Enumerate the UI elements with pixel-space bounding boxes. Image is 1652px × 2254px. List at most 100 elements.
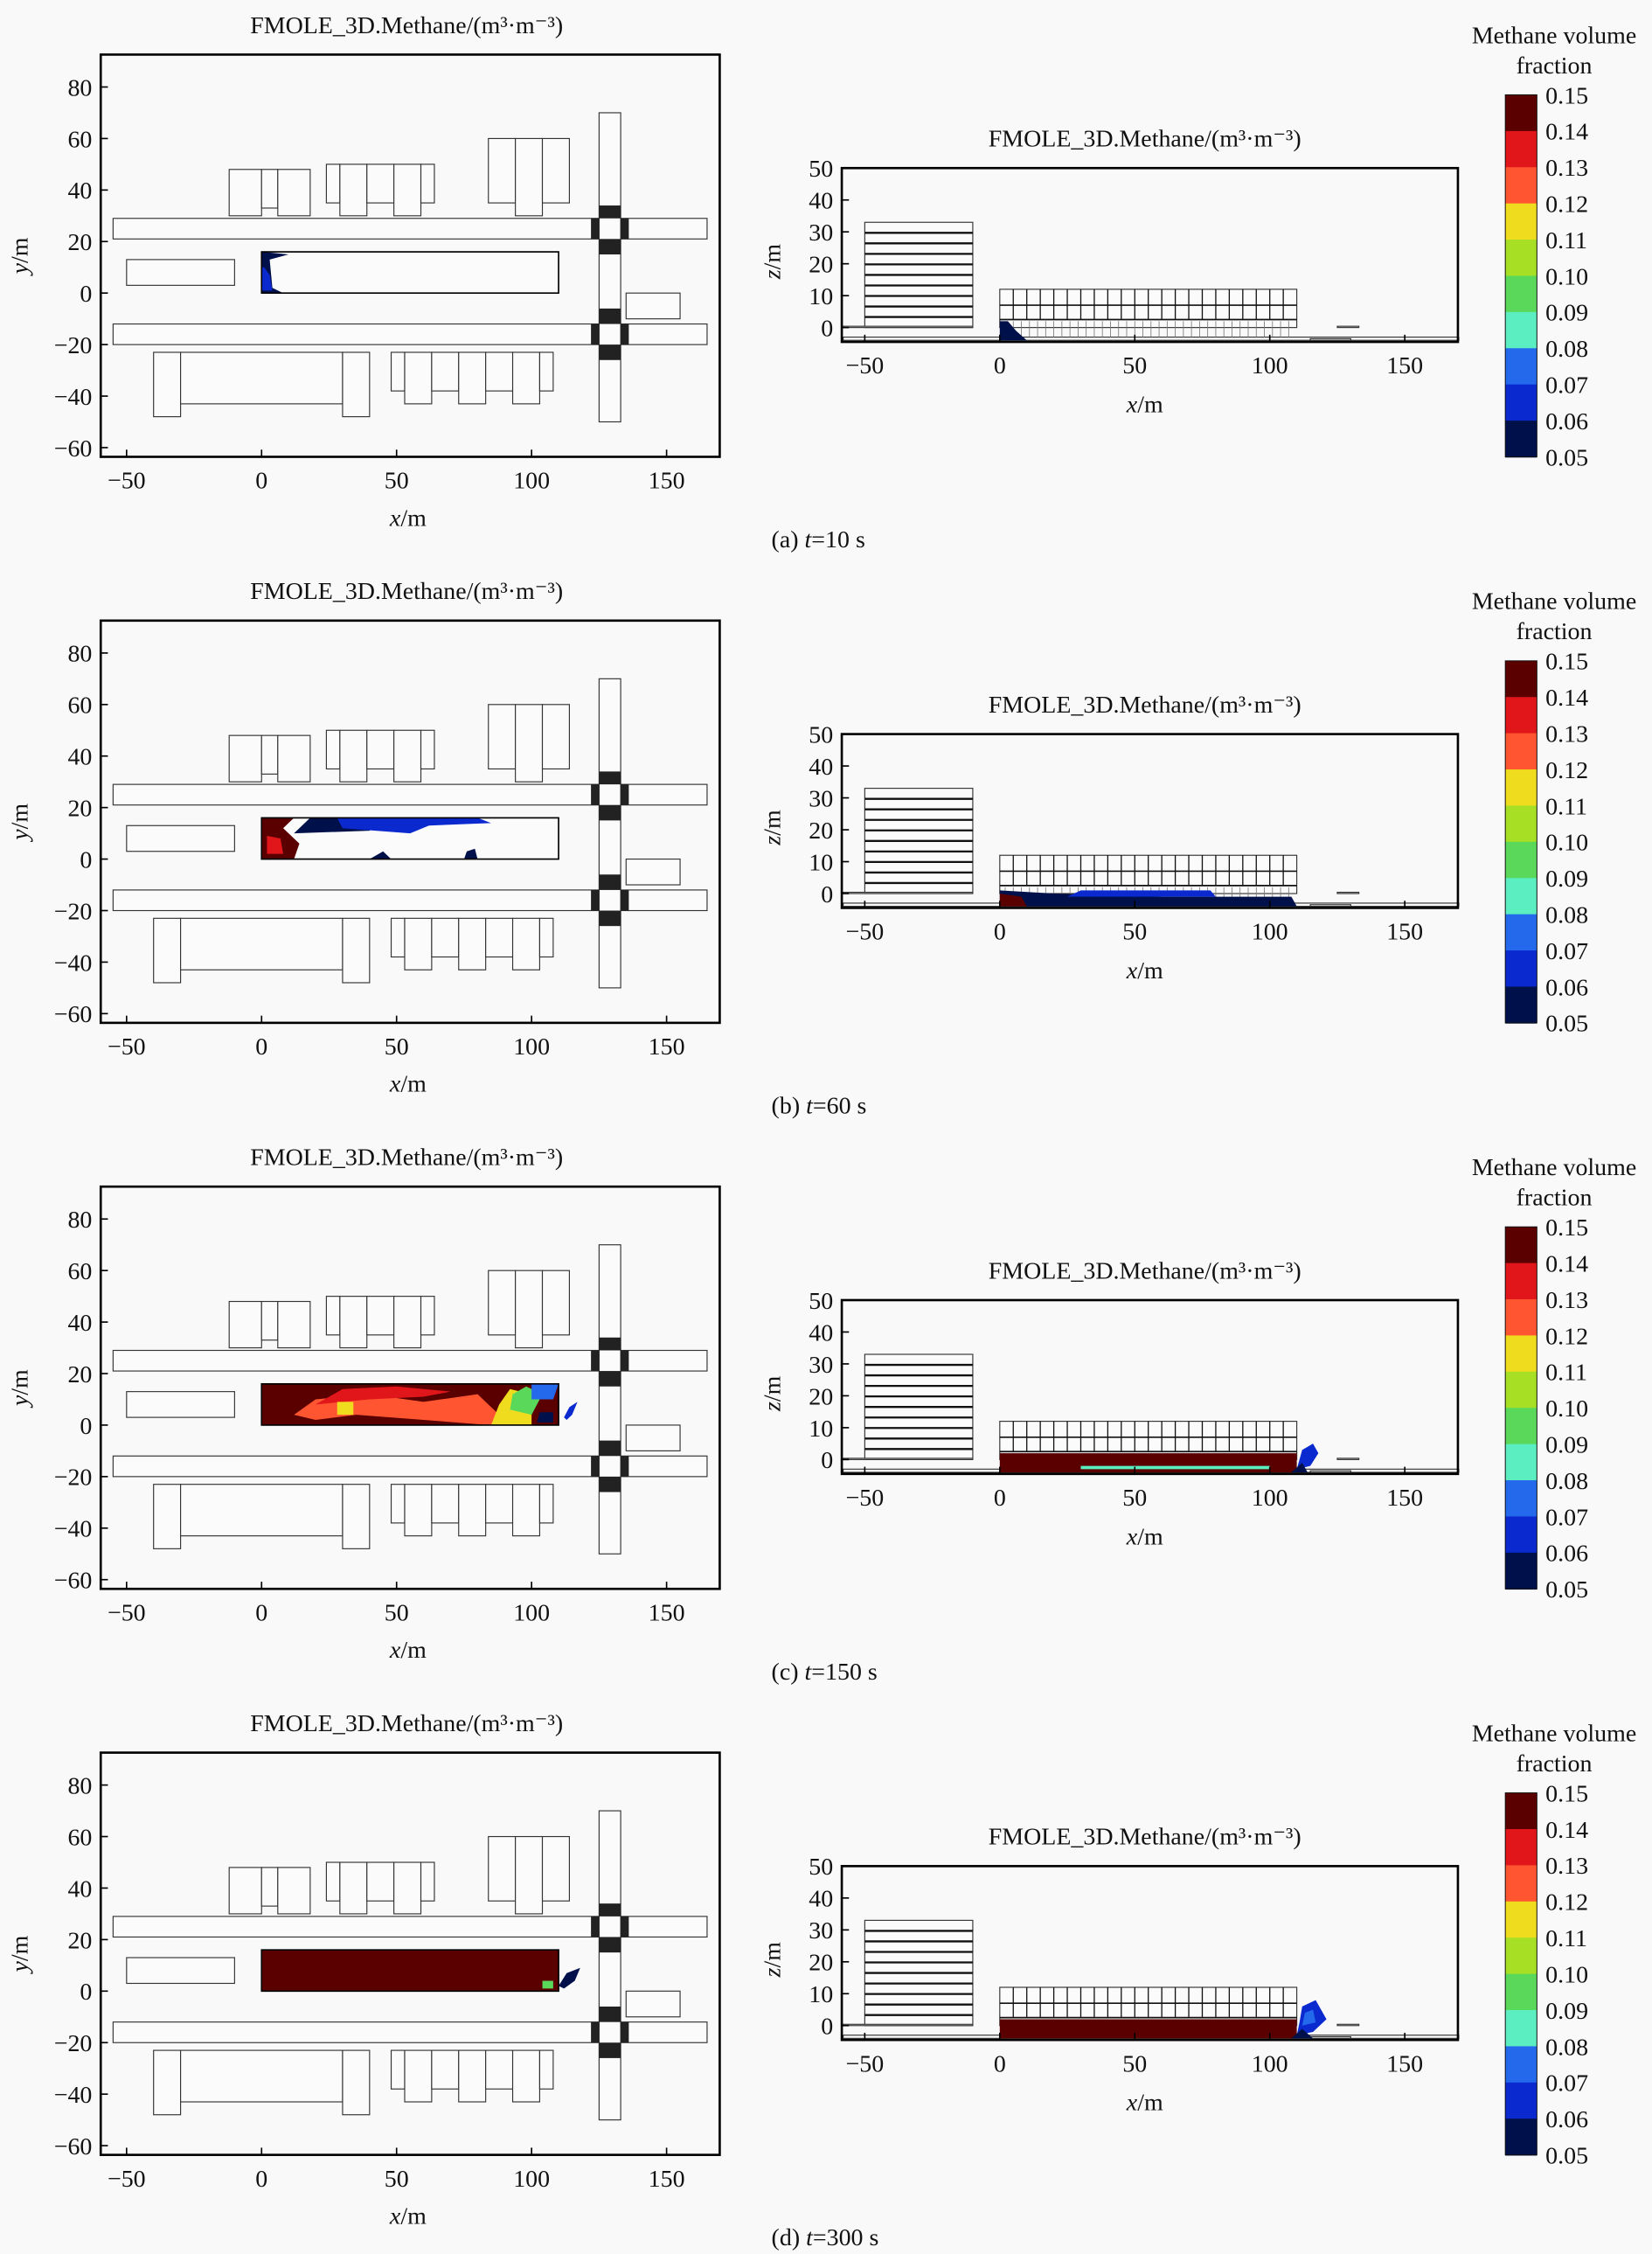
- y-unit: /m: [6, 1369, 33, 1395]
- x-tick-label: 50: [385, 1033, 409, 1061]
- x-tick-label: −50: [108, 1599, 146, 1626]
- plan-building: [404, 351, 433, 405]
- plan-view-plot: [112, 1244, 708, 1555]
- z-var: z: [759, 1967, 786, 1978]
- plan-building: [393, 163, 422, 217]
- colorbar-tick-label: 0.07: [1545, 1504, 1588, 1531]
- panel-caption: (c) t=150 s: [772, 1659, 878, 1686]
- road-crossing-marking: [621, 323, 629, 345]
- side-view-plot: [843, 1919, 1460, 2039]
- plan-building: [488, 1835, 517, 1902]
- colorbar-band: [1505, 311, 1537, 350]
- plan-building: [515, 704, 544, 783]
- colorbar-tick-label: 0.07: [1545, 938, 1588, 965]
- road-crossing-marking: [599, 1476, 621, 1492]
- plan-building: [541, 1270, 570, 1336]
- road-crossing-marking: [621, 1456, 629, 1477]
- plan-building: [420, 1296, 435, 1336]
- plan-building: [277, 734, 311, 783]
- plan-view-frame: [99, 1185, 721, 1590]
- colorbar-band: [1505, 384, 1537, 421]
- side-y-axis-label: z/m: [759, 810, 786, 846]
- y-tick-label: 60: [67, 126, 92, 153]
- colorbar-tick-label: 0.05: [1545, 1011, 1588, 1038]
- colorbar-frame: [1504, 1792, 1537, 2156]
- colorbar-band: [1505, 914, 1537, 951]
- y-tick-label: −40: [54, 950, 93, 977]
- caption-label: (c): [772, 1659, 805, 1686]
- plan-building: [488, 137, 517, 204]
- plan-building: [393, 1861, 422, 1915]
- side-view-frame: [840, 733, 1460, 909]
- z-var: z: [759, 1402, 786, 1412]
- y-tick-label: −40: [54, 2082, 93, 2109]
- road-crossing-marking: [599, 874, 621, 890]
- x-tick-label: 50: [1122, 1485, 1147, 1512]
- colorbar-band: [1505, 1792, 1537, 1830]
- colorbar-band: [1505, 130, 1537, 169]
- side-plume-contour: [999, 1453, 1297, 1472]
- z-unit: /m: [759, 810, 786, 836]
- y-tick-label: 40: [809, 1319, 833, 1346]
- plan-building: [339, 729, 368, 783]
- colorbar-band: [1505, 1865, 1537, 1903]
- x-var: x: [1126, 957, 1138, 984]
- plan-building: [393, 729, 422, 783]
- plan-building: [112, 889, 708, 912]
- side-y-axis-label: z/m: [759, 1375, 786, 1412]
- x-tick-label: −50: [846, 2050, 885, 2077]
- plan-building: [260, 169, 279, 209]
- x-tick-label: 100: [1252, 2050, 1288, 2077]
- x-var: x: [389, 1637, 401, 1664]
- y-tick-label: 80: [67, 641, 92, 668]
- y-unit: /m: [6, 804, 33, 830]
- z-var: z: [759, 269, 786, 280]
- x-tick-label: 150: [1386, 2050, 1423, 2077]
- colorbar-tick-label: 0.13: [1545, 155, 1588, 182]
- side-plume-contour: [1301, 2009, 1316, 2026]
- y-tick-label: 0: [821, 2014, 833, 2041]
- side-view-frame: [840, 166, 1460, 344]
- plan-x-axis-label: x/m: [389, 504, 427, 532]
- plan-building: [153, 2049, 182, 2116]
- colorbar-tick-label: 0.09: [1545, 300, 1588, 327]
- z-unit: /m: [759, 244, 786, 270]
- colorbar-title: Methane volume: [1472, 588, 1636, 616]
- road-crossing-marking: [591, 889, 600, 911]
- plan-building: [458, 917, 487, 970]
- plan-building: [260, 1300, 279, 1341]
- colorbar-band: [1505, 2118, 1537, 2156]
- y-tick-label: 20: [67, 1361, 92, 1388]
- plan-building: [598, 112, 621, 423]
- plan-plume-contour: [261, 267, 273, 291]
- plan-building: [458, 1484, 487, 1537]
- plan-building: [511, 1484, 541, 1537]
- plan-building: [366, 1296, 395, 1336]
- plan-building: [342, 351, 371, 418]
- y-tick-label: 0: [821, 315, 833, 342]
- colorbar-band: [1505, 1408, 1537, 1445]
- plan-building: [404, 917, 433, 970]
- plan-building: [488, 704, 517, 770]
- plan-building: [342, 1484, 371, 1549]
- x-tick-label: 50: [385, 468, 409, 495]
- road-crossing-marking: [599, 1337, 621, 1351]
- colorbar-title: Methane volume: [1472, 1720, 1636, 1747]
- x-tick-label: 100: [513, 1033, 550, 1061]
- y-tick-label: 20: [67, 229, 92, 256]
- plan-building: [431, 351, 460, 392]
- side-building: [843, 891, 974, 894]
- y-tick-label: 60: [67, 1824, 92, 1851]
- y-tick-label: 30: [809, 219, 833, 247]
- road-crossing-marking: [599, 1371, 621, 1387]
- side-view-title: FMOLE_3D.Methane/(m³·m⁻³): [989, 1257, 1301, 1284]
- plan-building: [485, 917, 514, 958]
- plan-building: [515, 137, 544, 217]
- plan-building: [485, 1484, 514, 1524]
- colorbar-tick-label: 0.09: [1545, 1998, 1588, 2025]
- plan-building: [404, 2049, 433, 2103]
- plan-x-axis-label: x/m: [389, 2202, 427, 2230]
- colorbar-tick-label: 0.14: [1545, 685, 1588, 712]
- plan-plume-contour: [537, 1412, 553, 1423]
- x-tick-label: 0: [255, 2166, 267, 2193]
